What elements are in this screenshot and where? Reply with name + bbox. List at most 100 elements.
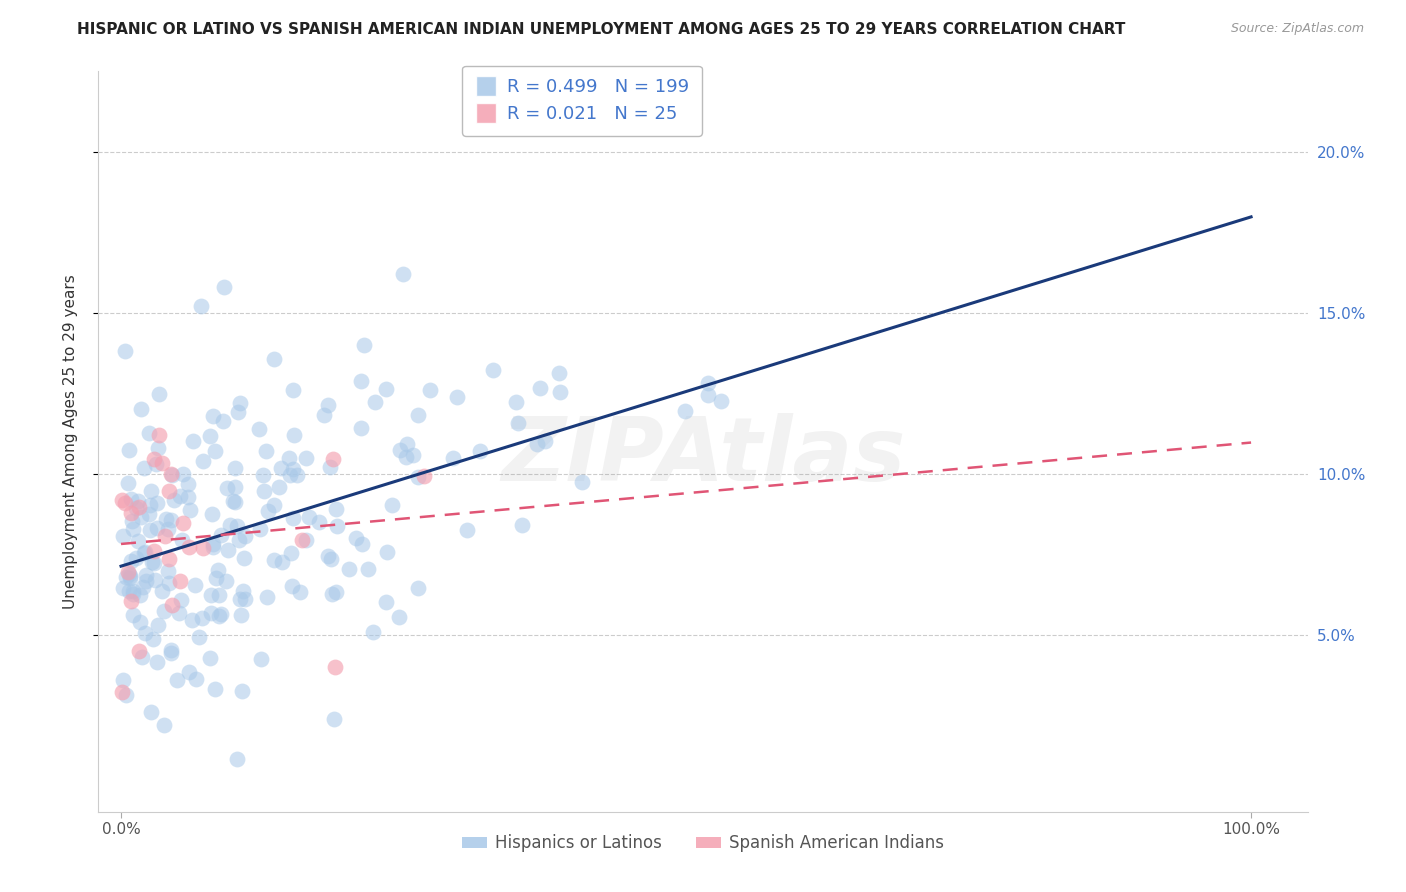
Point: [281, 511, 304, 525]
Point: [148, 427, 170, 442]
Point: [153, 529, 176, 543]
Point: [177, 477, 200, 491]
Point: [529, 380, 551, 394]
Point: [204, 443, 226, 458]
Point: [117, 565, 139, 579]
Point: [160, 647, 183, 661]
Point: [697, 376, 720, 391]
Point: [222, 493, 245, 508]
Point: [172, 467, 194, 481]
Y-axis label: Unemployment Among Ages 25 to 29 years: Unemployment Among Ages 25 to 29 years: [63, 274, 77, 609]
Point: [364, 395, 387, 409]
Point: [357, 562, 380, 576]
Point: [326, 519, 349, 533]
Point: [118, 567, 141, 582]
Point: [138, 523, 160, 537]
Point: [323, 660, 346, 674]
Point: [281, 383, 304, 397]
Point: [391, 267, 413, 281]
Point: [375, 383, 398, 397]
Point: [191, 610, 214, 624]
Point: [142, 557, 165, 571]
Point: [298, 510, 321, 524]
Point: [250, 652, 273, 666]
Point: [155, 512, 177, 526]
Point: [120, 491, 142, 506]
Point: [128, 643, 150, 657]
Point: [142, 543, 165, 558]
Point: [288, 585, 311, 599]
Point: [247, 422, 270, 436]
Point: [388, 610, 411, 624]
Point: [280, 579, 302, 593]
Point: [375, 545, 398, 559]
Point: [353, 338, 375, 352]
Point: [229, 592, 252, 607]
Point: [160, 642, 183, 657]
Point: [184, 672, 207, 686]
Point: [145, 457, 167, 471]
Point: [128, 500, 150, 514]
Point: [143, 452, 166, 467]
Point: [170, 593, 193, 607]
Point: [402, 448, 425, 462]
Point: [375, 595, 398, 609]
Point: [548, 384, 571, 399]
Point: [160, 468, 183, 483]
Point: [118, 571, 141, 585]
Point: [141, 632, 163, 647]
Point: [120, 594, 142, 608]
Point: [506, 417, 529, 431]
Point: [205, 571, 228, 585]
Point: [157, 552, 180, 566]
Point: [271, 555, 294, 569]
Point: [263, 499, 285, 513]
Point: [121, 584, 143, 599]
Point: [191, 541, 214, 555]
Point: [337, 561, 360, 575]
Point: [406, 581, 429, 595]
Point: [482, 362, 505, 376]
Point: [321, 587, 343, 601]
Point: [129, 402, 152, 417]
Point: [183, 578, 205, 592]
Point: [697, 388, 720, 402]
Point: [139, 483, 162, 498]
Point: [134, 625, 156, 640]
Point: [138, 507, 160, 521]
Point: [111, 529, 134, 543]
Point: [278, 450, 301, 465]
Point: [316, 549, 339, 563]
Point: [235, 592, 257, 607]
Point: [228, 533, 250, 547]
Point: [225, 752, 247, 766]
Point: [134, 545, 156, 559]
Point: [505, 395, 527, 409]
Point: [208, 609, 231, 624]
Point: [308, 515, 330, 529]
Point: [256, 591, 278, 605]
Point: [267, 479, 290, 493]
Point: [200, 588, 222, 602]
Point: [228, 396, 250, 410]
Point: [120, 553, 142, 567]
Point: [283, 428, 305, 442]
Point: [322, 712, 344, 726]
Point: [141, 555, 163, 569]
Point: [325, 502, 347, 516]
Point: [468, 444, 491, 458]
Point: [441, 450, 464, 465]
Point: [135, 574, 157, 588]
Point: [160, 598, 183, 612]
Point: [291, 533, 314, 547]
Point: [139, 498, 162, 512]
Point: [235, 529, 257, 543]
Point: [181, 434, 204, 448]
Point: [413, 469, 436, 483]
Point: [157, 564, 180, 578]
Point: [121, 607, 143, 622]
Point: [571, 475, 593, 489]
Point: [157, 483, 180, 498]
Point: [319, 552, 342, 566]
Point: [406, 408, 429, 422]
